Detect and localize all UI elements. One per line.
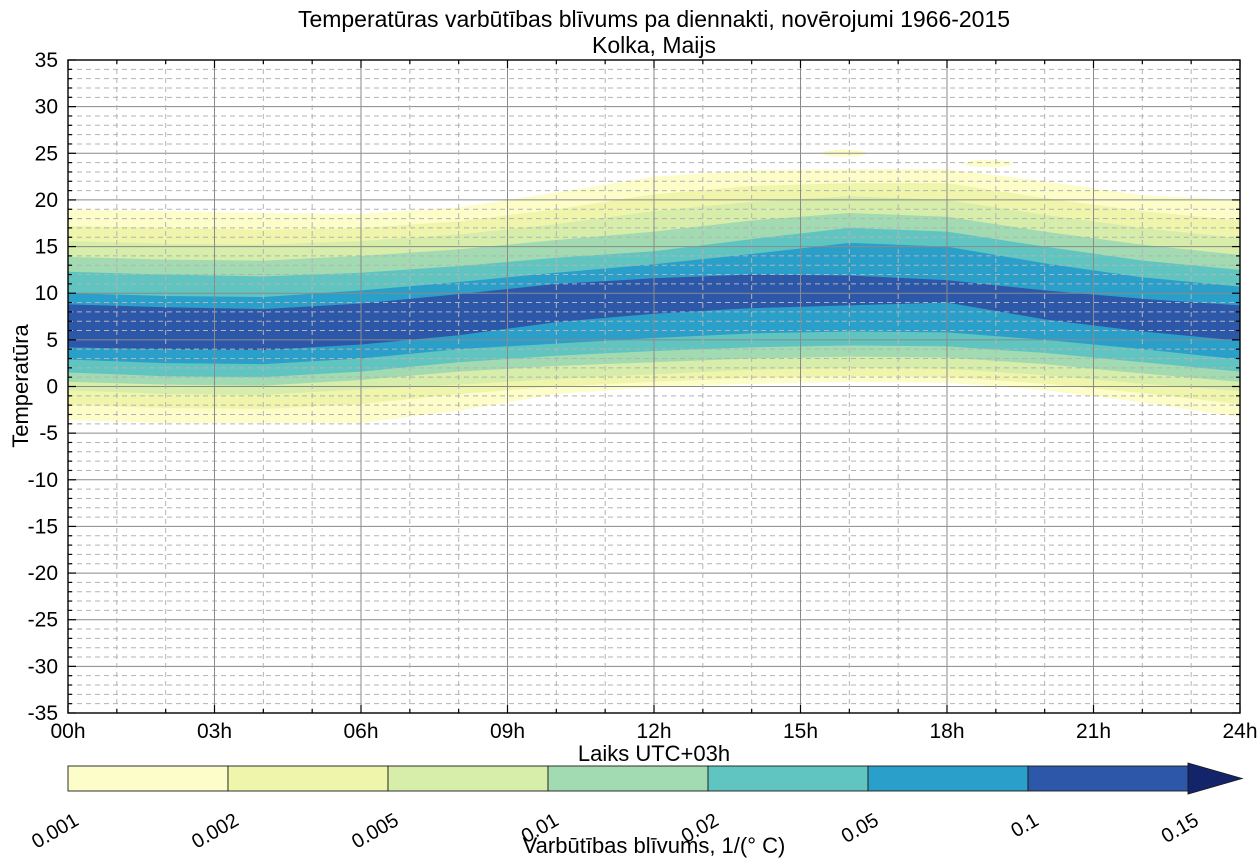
x-tick-label: 12h	[636, 720, 671, 743]
y-tick-label: -30	[28, 655, 58, 678]
colorbar-segment	[1027, 765, 1189, 792]
colorbar-overflow-arrow	[1187, 762, 1244, 795]
chart-title: Temperatūras varbūtības blīvums pa dienn…	[298, 6, 1010, 32]
x-tick-label: 21h	[1076, 720, 1111, 743]
colorbar-tick-label: 0.005	[348, 809, 402, 853]
x-axis-label: Laiks UTC+03h	[578, 741, 730, 766]
y-tick-label: 20	[35, 189, 58, 212]
colorbar-tick-label: 0.001	[28, 809, 82, 853]
isolated-density-patch	[964, 159, 1013, 168]
colorbar-segment	[387, 765, 549, 792]
y-tick-label: 25	[35, 142, 58, 165]
y-tick-label: -15	[28, 515, 58, 538]
y-tick-label: -20	[28, 562, 58, 585]
x-tick-label: 24h	[1222, 720, 1257, 743]
x-tick-label: 00h	[50, 720, 85, 743]
colorbar-tick-label: 0.05	[838, 809, 883, 848]
x-tick-label: 03h	[197, 720, 232, 743]
colorbar-label: Varbūtības blīvums, 1/(° C)	[523, 833, 786, 858]
colorbar-tick-label: 0.002	[188, 809, 242, 853]
x-tick-label: 18h	[929, 720, 964, 743]
y-tick-label: -10	[28, 469, 58, 492]
x-tick-label: 15h	[783, 720, 818, 743]
y-tick-label: -25	[28, 609, 58, 632]
y-tick-label: -35	[28, 702, 58, 725]
colorbar-segment	[867, 765, 1029, 792]
colorbar-segment	[67, 765, 229, 792]
y-tick-label: 15	[35, 236, 58, 259]
y-tick-label: 10	[35, 282, 58, 305]
colorbar-segment	[227, 765, 389, 792]
colorbar-tick-label: 0.15	[1158, 809, 1203, 848]
chart-subtitle: Kolka, Maijs	[592, 32, 716, 58]
x-tick-label: 09h	[490, 720, 525, 743]
y-tick-label: 5	[46, 329, 58, 352]
colorbar-segment	[547, 765, 709, 792]
y-tick-label: 30	[35, 96, 58, 119]
colorbar-segment	[707, 765, 869, 792]
y-tick-label: 35	[35, 49, 58, 72]
plot-frame	[67, 59, 1241, 714]
gridlines	[68, 60, 1240, 713]
x-tick-label: 06h	[343, 720, 378, 743]
colorbar-tick-label: 0.1	[1007, 809, 1042, 842]
y-tick-label: -5	[39, 422, 58, 445]
y-axis-label: Temperatūra	[8, 323, 33, 447]
y-tick-label: 0	[46, 376, 58, 399]
